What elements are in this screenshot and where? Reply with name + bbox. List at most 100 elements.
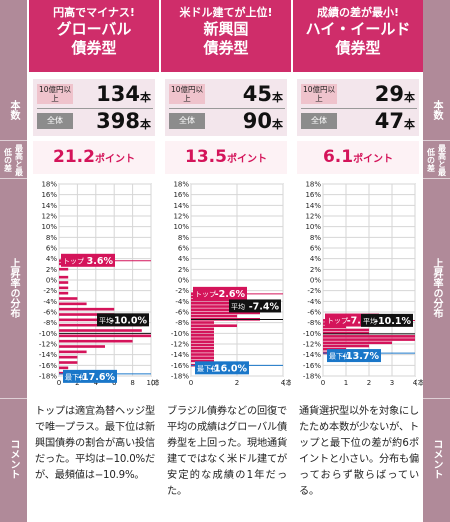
side-label-distribution: 上昇率の分布 — [431, 258, 442, 318]
histogram-bar — [191, 311, 260, 315]
count-over-value: 29本 — [375, 82, 415, 106]
histogram-bar — [323, 331, 369, 335]
annotation-label: 平均 — [99, 316, 113, 325]
y-tick-label: -14% — [171, 351, 189, 359]
annotation-box — [97, 313, 149, 327]
annotation-value: -16.0% — [210, 363, 247, 374]
comment-text: トップは適宜為替ヘッジ型で唯一プラス。最下位は新興国債券の割合が高い投信だった。… — [35, 406, 155, 481]
column-title-line1: ハイ・イールド — [305, 20, 411, 38]
distribution-chart-svg: 18% 16% 14% 12% 10% 8% 6% 4% 2% 0% -2% -4% -6% -8% -10… — [303, 181, 428, 388]
y-tick-label: 14% — [41, 202, 57, 210]
y-tick-label: 14% — [173, 202, 189, 210]
diff-number: 6.1 — [322, 147, 354, 167]
x-tick-label: 0 — [57, 379, 61, 387]
annotation-value: -2.6% — [215, 289, 246, 300]
column-high-yield-bond: 成績の差が最小! ハイ・イールド 債券型 10億円以上 29本 全体 47本 6… — [293, 0, 428, 522]
y-tick-label: 12% — [305, 213, 321, 221]
tag-over-1billion: 10億円以上 — [169, 84, 205, 104]
histogram-bar — [191, 359, 214, 363]
y-tick-label: 0% — [310, 277, 321, 285]
x-tick-label: 8 — [130, 379, 134, 387]
column-global-bond: 円高でマイナス! グローバル 債券型 10億円以上 134本 全体 398本 2… — [29, 0, 163, 522]
side-label-distribution: 上昇率の分布 — [8, 258, 19, 318]
column-headline: 円高でマイナス! — [53, 6, 135, 19]
x-tick-label: 2 — [75, 379, 79, 387]
y-tick-label: 16% — [305, 191, 321, 199]
annotation-box — [61, 253, 115, 267]
unit-hon: 本 — [404, 91, 415, 104]
y-tick-label: 2% — [178, 266, 189, 274]
y-tick-label: 10% — [305, 223, 321, 231]
diff-box: 21.2ポイント — [33, 141, 155, 174]
column-title-line2: 債券型 — [203, 39, 249, 57]
histogram-bar — [191, 346, 214, 350]
diff-box: 13.5ポイント — [165, 141, 287, 174]
column-title-line1: グローバル — [56, 20, 132, 38]
y-tick-label: 6% — [46, 245, 57, 253]
annotation-value: -10.0% — [110, 315, 147, 326]
count-box: 10億円以上 29本 全体 47本 — [297, 79, 419, 136]
count-row-over: 10億円以上 29本 — [301, 82, 417, 106]
annotation-label: 平均 — [363, 316, 377, 325]
tag-all: 全体 — [169, 113, 205, 129]
y-tick-label: -10% — [171, 330, 189, 338]
histogram-bar — [191, 321, 214, 324]
x-tick-label: 0 — [189, 379, 193, 387]
histogram-bar — [59, 291, 69, 295]
histogram-bar — [323, 335, 415, 338]
column-title-line1: 新興国 — [203, 20, 249, 38]
y-tick-label: -6% — [175, 309, 189, 317]
y-tick-label: -16% — [303, 362, 321, 370]
y-tick-label: 6% — [178, 245, 189, 253]
column-emerging-bond: 米ドル建てが上位! 新興国 債券型 10億円以上 45本 全体 90本 13.5… — [161, 0, 295, 522]
histogram-bar — [191, 356, 214, 360]
y-tick-label: -16% — [39, 362, 57, 370]
annotation-label: トップ — [327, 317, 348, 325]
x-tick-label: 1 — [344, 379, 348, 387]
x-tick-label: 6 — [112, 379, 117, 387]
y-tick-label: 0% — [178, 277, 189, 285]
column-title-line2: 債券型 — [71, 39, 117, 57]
unit-hon: 本 — [140, 118, 151, 131]
y-tick-label: 6% — [310, 245, 321, 253]
histogram-bar — [191, 330, 214, 334]
count-all-value: 90本 — [243, 109, 283, 133]
y-tick-label: -12% — [39, 341, 57, 349]
y-tick-label: -4% — [43, 298, 57, 306]
left-side-bar: 本数 最高と最低の差 上昇率の分布 コメント — [0, 0, 27, 522]
y-tick-label: -2% — [175, 287, 189, 295]
y-tick-label: -8% — [307, 319, 321, 327]
annotation-box — [361, 313, 413, 327]
histogram-bar — [59, 313, 115, 316]
y-tick-label: 8% — [178, 234, 189, 242]
histogram-bar — [323, 338, 415, 341]
column-headline: 米ドル建てが上位! — [179, 6, 273, 19]
histogram-bar — [59, 361, 78, 364]
unit-point: ポイント — [226, 154, 267, 165]
histogram-bar — [59, 334, 151, 338]
count-row-all: 全体 398本 — [37, 108, 153, 133]
annotation-box — [327, 349, 381, 363]
histogram-bar — [59, 329, 142, 332]
y-tick-label: 10% — [41, 223, 57, 231]
histogram-bar — [191, 340, 214, 344]
histogram-bar — [59, 297, 78, 300]
count-over-value: 45本 — [243, 82, 283, 106]
y-tick-label: -2% — [307, 287, 321, 295]
histogram-bar — [59, 267, 69, 271]
x-tick-label: 2 — [235, 379, 239, 387]
x-tick-label: 3 — [390, 379, 394, 387]
count-box: 10億円以上 45本 全体 90本 — [165, 79, 287, 136]
y-tick-label: -10% — [39, 330, 57, 338]
y-tick-label: 12% — [41, 213, 57, 221]
comment-text: 通貨選択型以外を対象にしたため本数が少ないが、トップと最下位の差が約6ポイントと… — [299, 406, 419, 497]
unit-hon: 本 — [272, 118, 283, 131]
y-tick-label: -14% — [39, 351, 57, 359]
y-tick-label: -4% — [175, 298, 189, 306]
histogram-bar — [191, 343, 214, 347]
y-tick-label: 18% — [173, 181, 189, 189]
column-header: 円高でマイナス! グローバル 債券型 — [29, 0, 159, 72]
annotation-box — [229, 299, 281, 313]
annotation-label: トップ — [195, 290, 216, 298]
side-divider — [0, 398, 27, 399]
